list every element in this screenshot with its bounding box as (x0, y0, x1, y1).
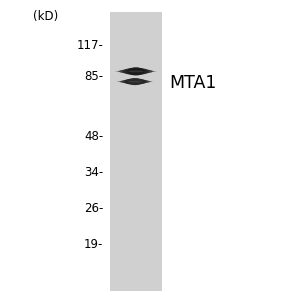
Text: (kD): (kD) (33, 10, 58, 23)
Text: 26-: 26- (84, 202, 104, 215)
Text: 117-: 117- (76, 39, 103, 52)
Text: 34-: 34- (84, 166, 104, 179)
Ellipse shape (119, 69, 153, 74)
Ellipse shape (116, 81, 154, 82)
Bar (110, 12, 162, 291)
Ellipse shape (127, 67, 145, 76)
Ellipse shape (116, 70, 155, 73)
Text: 48-: 48- (84, 130, 104, 143)
Ellipse shape (123, 68, 149, 75)
Ellipse shape (114, 71, 158, 72)
Text: MTA1: MTA1 (169, 74, 217, 92)
Text: 85-: 85- (84, 70, 104, 83)
Ellipse shape (128, 81, 142, 82)
Ellipse shape (128, 70, 143, 72)
Ellipse shape (124, 79, 146, 85)
Text: 19-: 19- (84, 238, 104, 251)
Ellipse shape (118, 81, 152, 82)
Ellipse shape (120, 80, 150, 84)
Ellipse shape (127, 78, 143, 85)
